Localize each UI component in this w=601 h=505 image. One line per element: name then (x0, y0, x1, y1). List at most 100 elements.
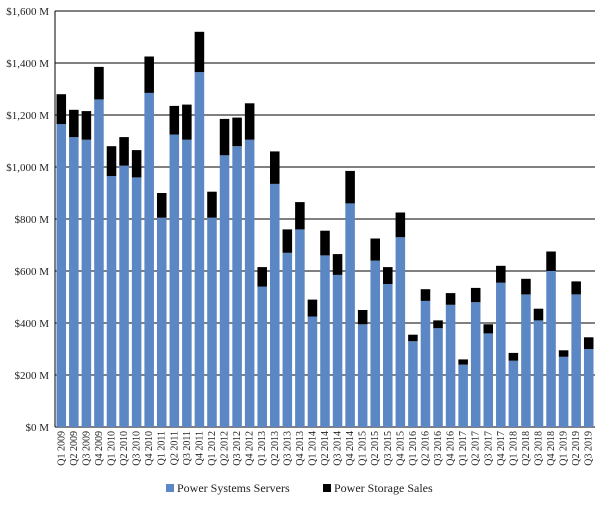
bar-servers (182, 139, 192, 427)
bar-storage (508, 352, 519, 361)
y-tick-label: $400 M (14, 318, 49, 330)
bar-servers (583, 349, 594, 427)
bar-storage (357, 310, 368, 325)
bar-servers (508, 360, 519, 427)
bar-storage (232, 117, 242, 147)
y-tick-label: $600 M (14, 266, 49, 278)
y-tick-label: $1,400 M (6, 58, 49, 70)
y-tick-label: $1,000 M (6, 162, 49, 174)
bar-servers (169, 134, 180, 427)
x-tick-label: Q1 2010 (107, 431, 118, 466)
x-tick-label: Q1 2019 (559, 431, 570, 466)
bar-storage (119, 137, 129, 166)
bar-servers (282, 252, 293, 427)
x-tick-label: Q1 2014 (307, 431, 318, 466)
bar-servers (345, 203, 355, 427)
bar-servers (207, 217, 217, 427)
x-tick-label: Q4 2010 (144, 431, 155, 466)
bars (56, 31, 594, 428)
x-tick-label: Q2 2013 (270, 431, 281, 466)
bar-storage (458, 359, 468, 365)
bar-servers (370, 260, 381, 427)
bar-servers (357, 324, 368, 427)
bar-servers (119, 165, 129, 427)
x-tick-label: Q4 2012 (245, 431, 256, 466)
bar-servers (558, 356, 569, 427)
x-tick-label: Q3 2016 (433, 431, 444, 466)
bar-storage (194, 31, 205, 73)
y-tick-label: $1,200 M (6, 110, 49, 122)
bar-storage (307, 299, 318, 317)
x-tick-label: Q3 2012 (232, 431, 243, 466)
bar-servers (81, 139, 92, 427)
x-tick-label: Q1 2018 (508, 431, 519, 466)
bar-servers (106, 176, 117, 427)
bar-servers (521, 294, 531, 427)
bar-servers (546, 271, 556, 427)
x-tick-label: Q2 2009 (69, 431, 80, 466)
bar-storage (395, 212, 406, 238)
bar-storage (257, 267, 267, 287)
bar-servers (257, 286, 267, 427)
x-axis-ticks: Q1 2009 Q2 2009 Q3 2009 Q4 2009 Q1 2010 Q2 20… (56, 431, 594, 466)
bar-storage (182, 104, 192, 140)
bar-servers (232, 146, 242, 427)
bar-storage (470, 287, 481, 303)
x-tick-label: Q4 2009 (94, 431, 105, 466)
x-tick-label: Q2 2017 (471, 431, 482, 466)
bar-servers (244, 139, 255, 427)
bar-storage (320, 230, 330, 256)
x-tick-label: Q4 2015 (395, 431, 406, 466)
bar-servers (445, 304, 456, 427)
x-tick-label: Q1 2012 (207, 431, 218, 466)
bar-storage (521, 278, 531, 295)
bar-storage (571, 281, 581, 295)
x-tick-label: Q1 2017 (458, 431, 469, 466)
bar-servers (483, 333, 494, 427)
bar-servers (156, 217, 167, 427)
bar-servers (395, 237, 406, 427)
x-tick-label: Q3 2011 (182, 431, 193, 465)
bar-servers (408, 341, 418, 427)
x-tick-label: Q4 2018 (546, 431, 557, 466)
y-tick-label: $0 M (25, 422, 49, 434)
bar-storage (345, 170, 355, 204)
x-tick-label: Q2 2011 (169, 431, 180, 465)
y-tick-label: $1,600 M (6, 6, 49, 18)
bar-storage (445, 293, 456, 305)
x-tick-label: Q1 2016 (408, 431, 419, 466)
legend-swatch-storage (323, 484, 331, 492)
bar-storage (408, 334, 418, 342)
bar-servers (194, 72, 205, 427)
x-tick-label: Q2 2015 (370, 431, 381, 466)
bar-storage (420, 289, 431, 301)
bar-servers (219, 155, 230, 428)
x-tick-label: Q3 2019 (584, 431, 595, 466)
bar-storage (69, 109, 79, 138)
bar-servers (307, 316, 318, 427)
x-tick-label: Q2 2018 (521, 431, 532, 466)
bar-servers (332, 274, 343, 427)
x-tick-label: Q4 2011 (194, 431, 205, 465)
y-tick-label: $200 M (14, 370, 49, 382)
bar-servers (144, 92, 154, 428)
bar-storage (583, 337, 594, 349)
bar-storage (496, 265, 506, 283)
legend-swatch-servers (166, 484, 174, 492)
bar-storage (295, 202, 305, 230)
x-tick-label: Q4 2017 (496, 431, 507, 466)
x-tick-label: Q3 2010 (132, 431, 143, 466)
x-tick-label: Q3 2017 (483, 431, 494, 466)
x-tick-label: Q1 2009 (56, 431, 67, 466)
bar-servers (458, 364, 468, 427)
x-tick-label: Q2 2016 (420, 431, 431, 466)
x-tick-label: Q1 2015 (358, 431, 369, 466)
bar-storage (244, 103, 255, 140)
bar-storage (156, 193, 167, 218)
bar-servers (571, 294, 581, 427)
bar-storage (558, 350, 569, 357)
x-tick-label: Q3 2015 (383, 431, 394, 466)
bar-storage (81, 111, 92, 140)
legend: Power Systems Servers Power Storage Sales (166, 481, 433, 495)
x-tick-label: Q2 2014 (320, 431, 331, 466)
